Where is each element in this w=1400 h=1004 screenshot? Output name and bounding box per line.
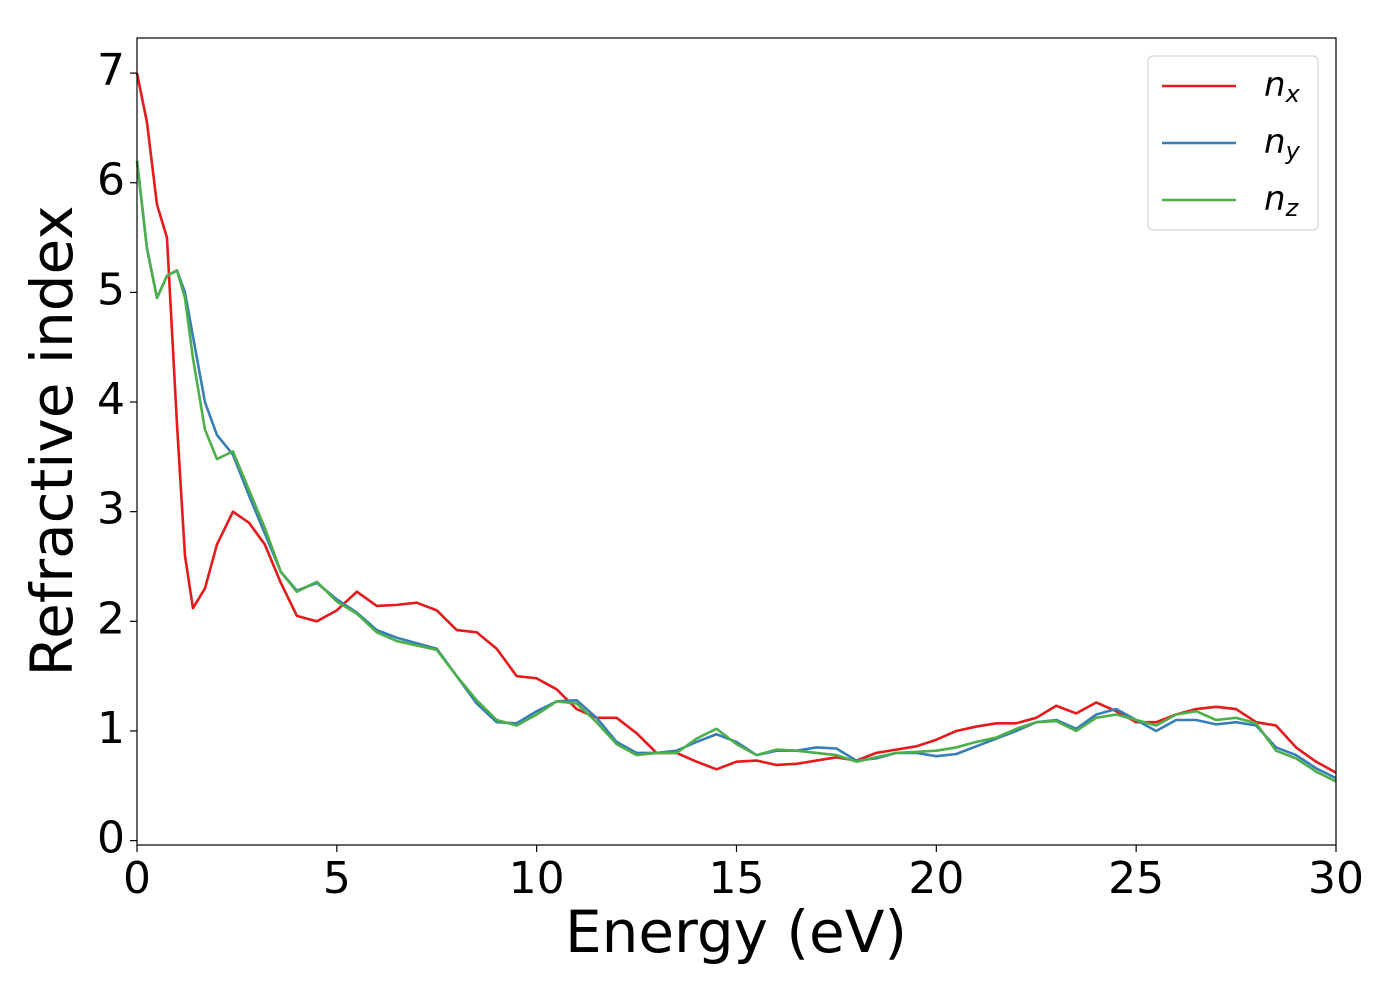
x-axis-label: Energy (eV): [565, 898, 907, 966]
y-tick-label: 4: [97, 374, 125, 425]
series-line: [135, 72, 1337, 774]
series-line: [135, 160, 1337, 783]
plot-frame: [136, 37, 1337, 846]
y-tick-label: 2: [97, 593, 125, 644]
y-tick-label: 6: [97, 155, 125, 206]
legend-label: ny: [1264, 122, 1301, 166]
x-tick-label: 20: [908, 853, 964, 904]
legend-label: nz: [1264, 179, 1300, 223]
x-tick-label: 5: [323, 853, 351, 904]
x-tick-label: 0: [123, 853, 151, 904]
x-tick-label: 30: [1308, 853, 1364, 904]
legend-label: nx: [1264, 65, 1301, 109]
x-tick-label: 15: [709, 853, 765, 904]
y-tick-label: 5: [97, 264, 125, 315]
y-tick-label: 0: [97, 813, 125, 864]
x-tick-label: 25: [1108, 853, 1164, 904]
y-axis-label: Refractive index: [18, 205, 86, 676]
y-tick-label: 1: [97, 703, 125, 754]
y-tick-label: 3: [97, 484, 125, 535]
y-tick-label: 7: [97, 45, 125, 96]
x-tick-label: 10: [509, 853, 565, 904]
